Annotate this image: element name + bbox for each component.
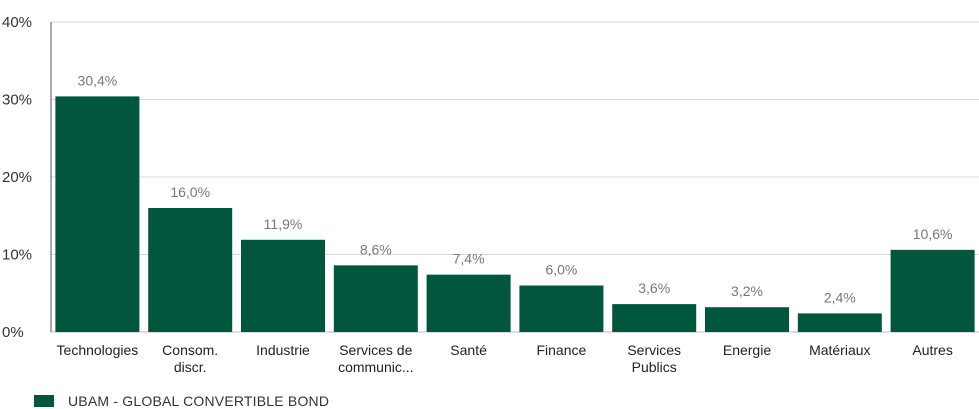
y-tick-label: 0%: [2, 324, 24, 341]
x-category-label: Santé: [450, 342, 487, 358]
x-category-label: communic...: [338, 359, 413, 375]
bar: [148, 208, 233, 332]
y-tick-label: 40%: [2, 14, 32, 31]
data-label: 30,4%: [78, 72, 118, 88]
y-tick-label: 20%: [2, 169, 32, 186]
x-category-label: Technologies: [57, 342, 139, 358]
bar: [519, 285, 604, 332]
data-label: 3,6%: [638, 280, 670, 296]
y-tick-label: 30%: [2, 92, 32, 109]
bar: [797, 313, 882, 332]
data-label: 3,2%: [731, 283, 763, 299]
legend: UBAM - GLOBAL CONVERTIBLE BOND: [34, 393, 330, 409]
x-axis-categories: Technologies Consom.discr. Industrie Servic…: [57, 342, 953, 375]
x-category-label: Consom.: [162, 342, 218, 358]
legend-series-label: UBAM - GLOBAL CONVERTIBLE BOND: [68, 393, 330, 409]
bar: [241, 239, 325, 332]
x-category-label: Finance: [536, 342, 586, 358]
data-label: 11,9%: [264, 216, 303, 232]
data-label: 16,0%: [170, 184, 210, 200]
x-category-label: Autres: [912, 342, 952, 358]
bar: [55, 96, 140, 333]
x-category-label: discr.: [174, 359, 207, 375]
bar: [426, 274, 511, 332]
bars: [55, 96, 975, 333]
legend-swatch: [34, 395, 54, 407]
x-category-label: Services: [627, 342, 681, 358]
bar-chart: 0% 10% 20% 30% 40% 30,4% 16,0% 11,9% 8,6% 7,4% 6,…: [2, 14, 979, 375]
data-label: 10,6%: [913, 226, 953, 242]
y-axis-ticks: 0% 10% 20% 30% 40%: [2, 14, 32, 341]
x-category-label: Industrie: [256, 342, 310, 358]
y-tick-label: 10%: [2, 247, 32, 264]
bar: [705, 307, 789, 332]
x-category-label: Publics: [632, 359, 677, 375]
data-label: 8,6%: [360, 241, 392, 257]
bar: [890, 249, 975, 332]
x-category-label: Energie: [723, 342, 771, 358]
data-label: 7,4%: [453, 251, 485, 267]
x-category-label: Services de: [339, 342, 412, 358]
data-label: 6,0%: [545, 262, 577, 278]
bar: [612, 304, 697, 332]
bar: [333, 265, 418, 332]
data-labels: 30,4% 16,0% 11,9% 8,6% 7,4% 6,0% 3,6% 3,2% 2,4% 1…: [78, 72, 953, 305]
x-category-label: Matériaux: [809, 342, 870, 358]
data-label: 2,4%: [824, 289, 856, 305]
